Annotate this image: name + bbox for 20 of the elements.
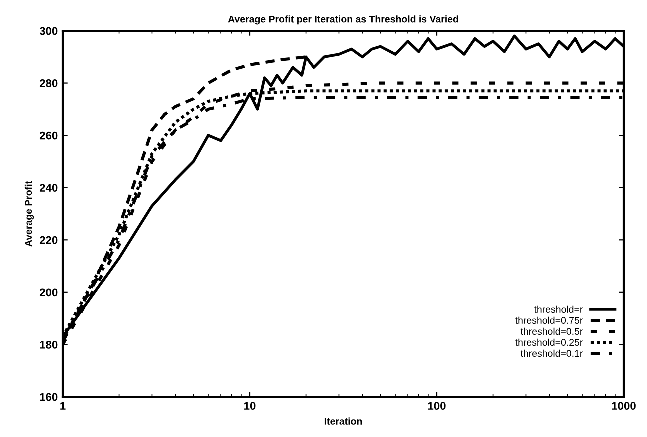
y-tick-label: 180	[40, 340, 58, 349]
legend-label: threshold=0.5r	[520, 328, 584, 336]
y-tick-label: 200	[40, 288, 58, 297]
x-tick-label: 10	[244, 402, 256, 410]
y-tick-label: 220	[40, 236, 58, 244]
y-tick-label: 280	[40, 80, 58, 88]
legend-label: threshold=0.1r	[520, 350, 584, 358]
y-tick-label: 300	[40, 27, 58, 36]
x-axis-title: Iteration	[324, 418, 362, 425]
legend-label: threshold=0.25r	[515, 338, 584, 346]
x-tick-label: 100	[428, 402, 446, 410]
legend-label: threshold=r	[534, 306, 584, 314]
legend-label: threshold=0.75r	[515, 316, 584, 324]
y-tick-label: 160	[40, 393, 58, 402]
x-tick-label: 1000	[612, 402, 636, 410]
x-tick-label: 1	[60, 402, 66, 410]
y-tick-label: 260	[40, 132, 58, 140]
chart-title: Average Profit per Iteration as Threshold is Varied	[228, 16, 458, 25]
y-axis-title: Average Profit	[24, 181, 34, 247]
y-tick-label: 240	[40, 184, 58, 192]
